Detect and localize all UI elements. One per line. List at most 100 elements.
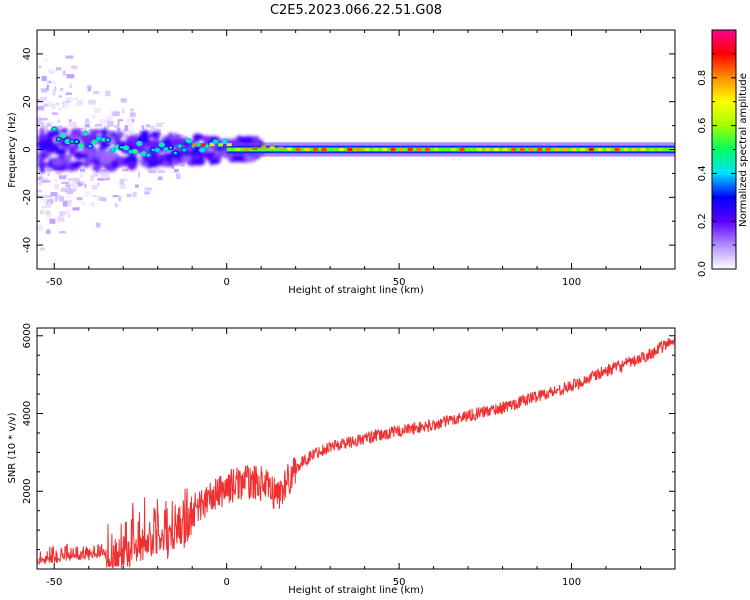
spectrogram-noise-cell bbox=[65, 184, 72, 188]
spectrogram-noise-cell bbox=[117, 119, 124, 122]
spectrogram-y-axis-label: Frequency (Hz) bbox=[7, 112, 18, 188]
spectrogram-noise-cell bbox=[37, 121, 44, 126]
spectrogram-noise-cell bbox=[52, 103, 55, 110]
spectrogram-blob-core bbox=[119, 146, 124, 149]
spectrogram-blob-core bbox=[205, 144, 209, 148]
spectrogram-ridge-cell bbox=[381, 148, 387, 151]
spectrogram-noise-cell bbox=[175, 173, 181, 180]
spectrogram-noise-cell bbox=[123, 177, 128, 182]
spectrogram-noise-cell bbox=[39, 180, 43, 185]
spectrogram-noise-cell bbox=[49, 153, 53, 157]
spectrogram-noise-cell bbox=[97, 132, 103, 139]
spectrogram-noise-cell bbox=[56, 129, 64, 134]
spectrogram-band-cell bbox=[89, 129, 103, 134]
spectrogram-noise-cell bbox=[119, 178, 125, 185]
spectrogram-ridge-cell bbox=[623, 148, 629, 151]
spectrogram-noise-cell bbox=[79, 172, 83, 178]
spectrogram-noise-cell bbox=[43, 122, 48, 126]
spectrogram-noise-cell bbox=[91, 202, 94, 207]
spectrogram-noise-cell bbox=[49, 218, 56, 224]
snr-x-tick-label: 100 bbox=[562, 577, 581, 588]
spectrogram-blob-core bbox=[137, 142, 141, 145]
spectrogram-ridge-cell bbox=[459, 148, 465, 151]
spectrogram-band-cell bbox=[212, 154, 222, 160]
spectrogram-ridge-cell bbox=[571, 148, 577, 151]
spectrogram-y-tick-label: -20 bbox=[22, 189, 33, 205]
spectrogram-noise-cell bbox=[101, 169, 107, 174]
spectrogram-noise-cell bbox=[48, 101, 53, 106]
spectrogram-noise-cell bbox=[89, 174, 95, 181]
spectrogram-noise-cell bbox=[37, 195, 43, 198]
spectrogram-y-tick-label: 40 bbox=[22, 48, 33, 61]
colorbar-ticks: 0.0 0.2 0.4 0.6 0.8 bbox=[697, 53, 736, 277]
spectrogram-noise-cell bbox=[62, 201, 68, 207]
spectrogram-noise-cell bbox=[92, 195, 98, 198]
spectrogram-noise-cell bbox=[66, 202, 71, 207]
spectrogram-ridge-cell bbox=[304, 148, 310, 151]
spectrogram-noise-cell bbox=[44, 58, 48, 63]
spectrogram-noise-cell bbox=[49, 196, 52, 202]
spectrogram-band-cell bbox=[37, 161, 48, 166]
spectrogram-band-cell bbox=[142, 156, 156, 162]
spectrogram-noise-cell bbox=[50, 71, 54, 74]
spectrogram-noise-cell bbox=[148, 169, 156, 174]
spectrogram-ridge-cell bbox=[476, 148, 482, 151]
spectrogram-noise-cell bbox=[55, 171, 62, 175]
spectrogram-ridge-cell bbox=[666, 148, 672, 151]
spectrogram-noise-cell bbox=[58, 107, 62, 111]
spectrogram-noise-cell bbox=[112, 194, 119, 198]
spectrogram-noise-cell bbox=[180, 135, 188, 140]
spectrogram-noise-cell bbox=[55, 102, 60, 106]
spectrogram-noise-cell bbox=[64, 199, 72, 206]
snr-x-tick-label: 50 bbox=[393, 577, 406, 588]
spectrogram-ridge-cell bbox=[425, 148, 430, 151]
spectrogram-noise-cell bbox=[181, 162, 185, 167]
spectrogram-noise-cell bbox=[93, 91, 100, 94]
spectrogram-blob-core bbox=[70, 140, 74, 143]
spectrogram-ridge-cell bbox=[243, 148, 249, 151]
spectrogram-noise-cell bbox=[146, 130, 151, 135]
spectrogram-noise-cell bbox=[41, 126, 48, 130]
spectrogram-noise-cell bbox=[150, 126, 155, 130]
colorbar: 0.0 0.2 0.4 0.6 0.8 Normalized spectral ampl… bbox=[697, 29, 749, 277]
spectrogram-x-tick-label: 0 bbox=[223, 277, 229, 288]
spectrogram-noise-cell bbox=[163, 149, 170, 154]
spectrogram-band-cell bbox=[115, 131, 124, 138]
spectrogram-noise-cell bbox=[179, 161, 183, 167]
spectrogram-band-cell bbox=[54, 148, 67, 155]
spectrogram-noise-cell bbox=[103, 148, 110, 153]
spectrogram-ridge-cell bbox=[588, 148, 594, 151]
spectrogram-blob-core bbox=[178, 144, 182, 148]
spectrogram-band-cell bbox=[79, 133, 92, 142]
spectrogram-noise-cell bbox=[46, 79, 49, 85]
spectrogram-noise-cell bbox=[69, 183, 78, 189]
spectrogram-band-cell bbox=[40, 152, 47, 159]
spectrogram-ridge-cell bbox=[399, 148, 405, 151]
spectrogram-noise-cell bbox=[117, 121, 120, 126]
spectrogram-noise-cell bbox=[69, 83, 73, 89]
spectrogram-noise-cell bbox=[126, 118, 132, 124]
spectrogram-noise-cell bbox=[171, 164, 174, 169]
spectrogram-blob-core bbox=[133, 150, 137, 153]
spectrogram-ridge-cell bbox=[614, 148, 620, 151]
spectrogram-noise-cell bbox=[85, 118, 89, 123]
spectrogram-y-tick-label: -40 bbox=[22, 237, 33, 253]
spectrogram-noise-cell bbox=[89, 129, 92, 132]
spectrogram-band-cell bbox=[147, 160, 154, 168]
spectrogram-blob-core bbox=[88, 144, 92, 148]
spectrogram-ridge-cell bbox=[287, 147, 292, 151]
spectrogram-noise-cell bbox=[91, 185, 98, 190]
spectrogram-noise-cell bbox=[61, 181, 70, 184]
spectrogram-band-cell bbox=[141, 132, 149, 143]
spectrogram-ridge-cell bbox=[416, 148, 422, 151]
spectrogram-noise-cell bbox=[66, 74, 75, 79]
spectrogram-noise-cell bbox=[72, 207, 80, 211]
spectrogram-noise-cell bbox=[57, 119, 61, 123]
spectrogram-noise-cell bbox=[65, 209, 70, 216]
spectrogram-noise-cell bbox=[60, 188, 69, 192]
spectrogram-noise-cell bbox=[48, 202, 51, 205]
spectrogram-noise-cell bbox=[58, 125, 62, 128]
snr-x-axis-label: Height of straight line (km) bbox=[288, 585, 424, 596]
spectrogram-noise-cell bbox=[138, 130, 142, 136]
